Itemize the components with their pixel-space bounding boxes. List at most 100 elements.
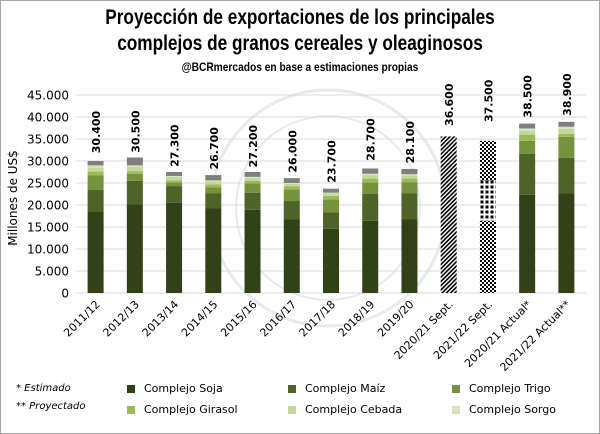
bar-segment-complejo-girasol	[323, 195, 339, 200]
bar-segment-complejo-sorgo	[401, 174, 418, 176]
y-tick-label: 30.000	[27, 155, 69, 169]
bar-segment-complejo-maiz	[126, 180, 143, 205]
bar-segment-complejo-girasol	[283, 186, 300, 190]
bar-stack	[87, 161, 104, 293]
bar-segment-complejo-cebada	[126, 166, 143, 172]
bar-segment-complejo-cebada	[283, 183, 300, 187]
bar-segment-complejo-maiz	[519, 153, 536, 195]
legend-swatch-sorgo	[452, 405, 460, 414]
bar-segment-otros	[205, 175, 222, 181]
total-label: 37.500	[482, 79, 495, 122]
bar-stack	[519, 123, 536, 293]
bar-segment-complejo-trigo	[401, 182, 418, 194]
legend-swatch-trigo	[452, 384, 460, 393]
bar-segment-complejo-cebada	[519, 130, 536, 135]
total-label: 38.900	[561, 73, 574, 116]
bar-segment-complejo-sorgo	[244, 176, 261, 178]
bar-segment-otros	[479, 140, 496, 145]
bar-segment-complejo-soja	[126, 204, 143, 293]
total-label: 23.700	[326, 140, 339, 183]
bar-segment-complejo-girasol	[519, 134, 536, 141]
bar-segment-complejo-maiz	[323, 212, 339, 229]
bar-segment-complejo-cebada	[244, 177, 261, 181]
legend-swatch-cebada	[288, 405, 296, 414]
x-tick-label: 2020/21 Actual*	[462, 298, 535, 371]
y-tick-label: 0	[61, 287, 69, 301]
bar-segment-complejo-girasol	[244, 180, 261, 184]
note-estimado: * Estimado	[16, 383, 71, 394]
bar-stack	[205, 175, 222, 293]
bar-segment-complejo-maiz	[87, 190, 104, 212]
bar-stack	[401, 168, 418, 293]
y-tick-label: 45.000	[27, 89, 69, 103]
bar-segment-complejo-maiz	[166, 186, 183, 203]
bar-segment-complejo-trigo	[323, 199, 339, 213]
legend-label-girasol: Complejo Girasol	[144, 403, 238, 416]
bar-segment-complejo-sorgo	[126, 165, 143, 167]
bar-segment-otros	[166, 172, 183, 176]
legend-label-trigo: Complejo Trigo	[469, 382, 551, 395]
bar-stack	[323, 188, 339, 293]
bar-segment-otros	[401, 168, 418, 175]
legend-item-trigo: Complejo Trigo	[452, 382, 551, 395]
bar-segment-complejo-soja	[323, 228, 339, 293]
bar-segment-complejo-trigo	[244, 183, 261, 193]
bar-segment-complejo-soja	[362, 220, 379, 293]
bar-segment-otros	[126, 157, 143, 166]
bar-segment-complejo-soja	[401, 219, 418, 293]
x-tick-label: 2011/12	[61, 298, 103, 340]
bar-segment-otros	[519, 123, 536, 129]
bar-segment-complejo-cebada	[166, 176, 183, 181]
bar-segment-complejo-maiz	[440, 162, 457, 196]
bar-segment-complejo-cebada	[205, 181, 222, 185]
bar-segment-complejo-cebada	[440, 141, 457, 147]
bar-segment-complejo-trigo	[362, 182, 379, 194]
legend-swatch-soja	[127, 384, 135, 393]
total-label: 27.300	[169, 124, 182, 167]
bar-segment-complejo-maiz	[205, 193, 222, 209]
total-label: 38.500	[522, 75, 535, 118]
bar-segment-complejo-trigo	[519, 140, 536, 154]
bar-segment-complejo-girasol	[558, 133, 575, 137]
total-label: 36.600	[443, 83, 456, 126]
legend-label-cebada: Complejo Cebada	[305, 403, 403, 416]
bar-segment-complejo-sorgo	[519, 128, 536, 131]
y-tick-label: 15.000	[27, 221, 69, 235]
bar-segment-complejo-girasol	[362, 178, 379, 183]
x-tick-label: 2012/13	[100, 298, 142, 340]
bar-segment-complejo-cebada	[479, 145, 496, 152]
bar-segment-complejo-maiz	[401, 193, 418, 220]
y-tick-label: 40.000	[27, 111, 69, 125]
bar-segment-otros	[323, 188, 339, 193]
legend-item-cebada: Complejo Cebada	[288, 403, 402, 416]
bar-segment-complejo-girasol	[479, 151, 496, 159]
bar-segment-complejo-soja	[558, 193, 575, 293]
bar-segment-complejo-sorgo	[323, 192, 339, 194]
bar-segment-complejo-girasol	[401, 178, 418, 183]
bar-segment-otros	[362, 168, 379, 174]
bar-segment-complejo-trigo	[205, 187, 222, 194]
bar-stack	[126, 157, 143, 293]
total-label: 26.700	[208, 127, 221, 170]
note-proyectado: ** Proyectado	[16, 401, 86, 412]
bar-segment-complejo-soja	[244, 209, 261, 293]
total-label: 30.500	[129, 110, 142, 153]
y-tick-label: 35.000	[27, 133, 69, 147]
bar-segment-otros	[440, 136, 457, 140]
legend-label-maiz: Complejo Maíz	[305, 382, 386, 395]
legend-swatch-girasol	[127, 405, 135, 414]
bar-segment-complejo-maiz	[362, 194, 379, 221]
y-tick-label: 10.000	[27, 243, 69, 257]
bar-segment-complejo-girasol	[87, 171, 104, 176]
bar-segment-complejo-sorgo	[479, 144, 496, 146]
bar-segment-complejo-sorgo	[166, 175, 183, 177]
bar-segment-complejo-cebada	[558, 128, 575, 134]
x-tick-label: 2021/22 Actual**	[497, 298, 573, 374]
bar-segment-complejo-cebada	[362, 175, 379, 179]
bar-segment-complejo-girasol	[205, 184, 222, 188]
bar-segment-otros	[558, 121, 575, 127]
y-tick-label: 5.000	[35, 265, 69, 279]
bar-stack	[283, 178, 300, 293]
bar-segment-complejo-soja	[166, 202, 183, 293]
bar-segment-complejo-sorgo	[205, 180, 222, 182]
